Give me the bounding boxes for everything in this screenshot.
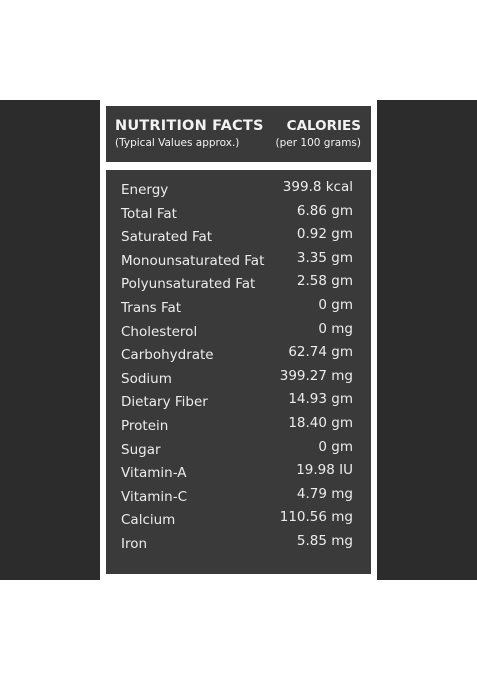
nutrition-title: NUTRITION FACTS [115, 118, 264, 134]
nutrient-value: 3.35 gm [296, 249, 353, 266]
nutrient-name: Energy [121, 182, 169, 198]
nutrient-value: 2.58 gm [296, 273, 353, 290]
nutrient-row-protein: Protein 18.40 gm [106, 414, 371, 438]
nutrient-name: Calcium [121, 512, 176, 529]
header-divider [106, 162, 371, 170]
nutrient-row-sugar: Sugar 0 gm [106, 438, 371, 462]
nutrient-value: 19.98 IU [296, 462, 353, 479]
nutrient-name: Vitamin-A [121, 465, 187, 482]
nutrient-name: Monounsaturated Fat [121, 252, 265, 269]
nutrient-name: Sodium [121, 370, 172, 387]
nutrient-value: 4.79 mg [296, 485, 353, 502]
nutrient-value: 6.86 gm [296, 202, 353, 219]
nutrient-name: Saturated Fat [121, 229, 213, 246]
nutrient-row-vitamin-a: Vitamin-A 19.98 IU [106, 461, 371, 485]
nutrient-value: 0 gm [318, 438, 353, 455]
nutrient-row-iron: Iron 5.85 mg [106, 532, 371, 556]
nutrient-value: 5.85 mg [296, 532, 353, 549]
nutrient-name: Carbohydrate [121, 347, 214, 364]
nutrient-name: Vitamin-C [121, 488, 188, 505]
nutrient-row-carbohydrate: Carbohydrate 62.74 gm [106, 343, 371, 367]
nutrient-row-cholesterol: Cholesterol 0 mg [106, 320, 371, 344]
nutrient-row-sodium: Sodium 399.27 mg [106, 367, 371, 391]
nutrient-value: 14.93 gm [288, 391, 353, 408]
nutrient-value: 0.92 gm [296, 226, 353, 243]
background-band-right [377, 100, 477, 580]
nutrient-row-trans-fat: Trans Fat 0 gm [106, 296, 371, 320]
nutrient-name: Polyunsaturated Fat [121, 276, 256, 293]
nutrient-list: Energy 399.8 kcal Total Fat 6.86 gm Satura… [106, 178, 371, 556]
nutrient-value: 110.56 mg [279, 509, 353, 526]
nutrient-name: Cholesterol [121, 323, 198, 340]
nutrient-name: Trans Fat [121, 299, 182, 316]
nutrient-name: Sugar [121, 441, 161, 458]
nutrition-facts-panel: NUTRITION FACTS (Typical Values approx.)… [106, 106, 371, 574]
nutrient-row-saturated-fat: Saturated Fat 0.92 gm [106, 225, 371, 249]
nutrition-subtitle: (Typical Values approx.) [115, 137, 240, 149]
background-band-left [0, 100, 100, 580]
nutrient-row-calcium: Calcium 110.56 mg [106, 508, 371, 532]
nutrient-name: Protein [121, 417, 169, 434]
nutrient-row-energy: Energy 399.8 kcal [106, 178, 371, 202]
nutrient-value: 62.74 gm [288, 344, 353, 361]
nutrient-value: 399.27 mg [279, 367, 353, 384]
calories-label: CALORIES [286, 118, 361, 134]
nutrient-row-dietary-fiber: Dietary Fiber 14.93 gm [106, 390, 371, 414]
nutrient-row-total-fat: Total Fat 6.86 gm [106, 202, 371, 226]
nutrient-row-monounsaturated-fat: Monounsaturated Fat 3.35 gm [106, 249, 371, 273]
nutrient-name: Iron [121, 535, 148, 552]
per-serving-label: (per 100 grams) [275, 137, 361, 149]
nutrient-name: Dietary Fiber [121, 394, 208, 411]
nutrient-value: 399.8 kcal [282, 179, 353, 195]
nutrient-value: 0 gm [318, 296, 353, 313]
nutrient-value: 0 mg [318, 320, 353, 337]
nutrient-row-polyunsaturated-fat: Polyunsaturated Fat 2.58 gm [106, 272, 371, 296]
nutrition-header: NUTRITION FACTS (Typical Values approx.)… [106, 106, 371, 162]
nutrient-row-vitamin-c: Vitamin-C 4.79 mg [106, 485, 371, 509]
nutrient-name: Total Fat [121, 205, 177, 222]
nutrient-value: 18.40 gm [288, 414, 353, 431]
